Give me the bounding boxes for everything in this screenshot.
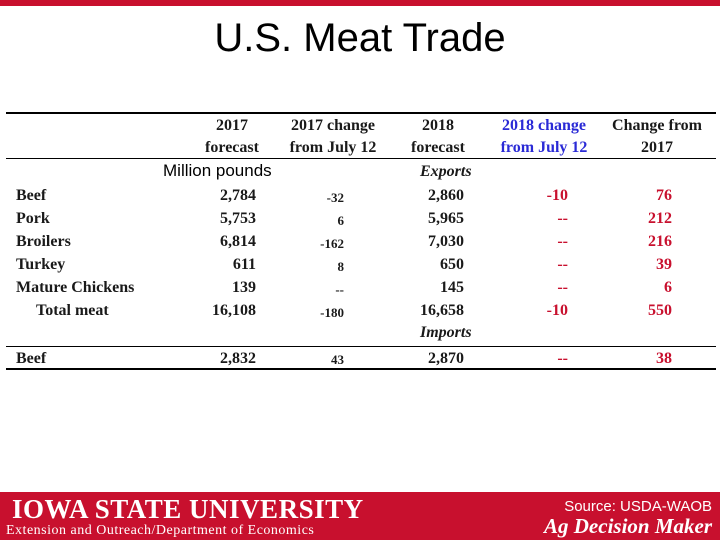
cell-2018-forecast: 145 — [440, 279, 464, 296]
university-logo: IOWA STATE UNIVERSITY — [12, 494, 364, 524]
header-line: 2017 change — [291, 117, 375, 134]
cell-2017-change: -162 — [320, 236, 344, 251]
cell-2018-change: -- — [557, 350, 568, 367]
cell-change-from-2017: 39 — [656, 256, 672, 273]
cell-2018-forecast: 7,030 — [428, 233, 464, 250]
header-2018-change: 2018 change from July 12 — [488, 115, 600, 159]
cell-2017-forecast: 2,784 — [220, 187, 256, 204]
cell-2017-change: 43 — [331, 352, 344, 367]
row-label: Beef — [16, 350, 47, 367]
top-accent-bar — [0, 0, 720, 6]
header-line: Change from — [612, 117, 702, 134]
cell-2018-forecast: 2,860 — [428, 187, 464, 204]
table-bottom-rule — [6, 368, 716, 370]
meat-trade-table: 2017 forecast 2017 change from July 12 2… — [6, 110, 716, 370]
cell-change-from-2017: 216 — [648, 233, 672, 250]
cell-2018-change: -- — [557, 233, 568, 250]
row-label: Pork — [16, 210, 50, 227]
header-line: from July 12 — [500, 139, 588, 156]
cell-change-from-2017: 38 — [656, 350, 672, 367]
imports-rule — [6, 346, 716, 347]
header-line: 2018 — [422, 117, 454, 134]
cell-2018-forecast: 2,870 — [428, 350, 464, 367]
cell-change-from-2017: 6 — [664, 279, 672, 296]
cell-change-from-2017: 550 — [648, 302, 672, 319]
row-label: Total meat — [36, 302, 109, 319]
cell-2017-change: 8 — [337, 259, 345, 274]
department-text: Extension and Outreach/Department of Eco… — [6, 523, 315, 538]
header-2017-forecast: 2017 forecast — [184, 115, 280, 159]
header-line: 2017 — [216, 117, 248, 134]
unit-label: Million pounds — [160, 161, 275, 181]
cell-2018-change: -- — [557, 210, 568, 227]
header-2018-forecast: 2018 forecast — [390, 115, 486, 159]
cell-2017-change: -180 — [320, 305, 344, 320]
cell-2018-change: -- — [557, 256, 568, 273]
row-label: Mature Chickens — [16, 279, 135, 296]
cell-2017-forecast: 2,832 — [220, 350, 256, 367]
cell-change-from-2017: 76 — [656, 187, 672, 204]
section-exports: Exports — [420, 163, 472, 180]
row-label: Turkey — [16, 256, 66, 273]
source-text: Source: USDA-WAOB — [564, 498, 712, 515]
cell-2017-forecast: 5,753 — [220, 210, 256, 227]
header-line: from July 12 — [289, 139, 377, 156]
table-top-rule — [6, 112, 716, 114]
cell-2017-change: 6 — [337, 213, 345, 228]
cell-2017-change: -- — [335, 282, 344, 297]
section-imports: Imports — [420, 324, 472, 341]
header-change-from-2017: Change from 2017 — [602, 115, 712, 159]
header-2017-change: 2017 change from July 12 — [278, 115, 388, 159]
footer-bar: IOWA STATE UNIVERSITY Extension and Outr… — [0, 492, 720, 540]
header-rule — [6, 158, 716, 159]
cell-2018-forecast: 5,965 — [428, 210, 464, 227]
cell-2018-forecast: 650 — [440, 256, 464, 273]
row-label: Beef — [16, 187, 47, 204]
cell-change-from-2017: 212 — [648, 210, 672, 227]
header-line: 2017 — [641, 139, 673, 156]
cell-2017-forecast: 16,108 — [212, 302, 256, 319]
cell-2018-change: -10 — [546, 187, 568, 204]
header-line: 2018 change — [502, 117, 586, 134]
cell-2018-change: -10 — [546, 302, 568, 319]
cell-2017-forecast: 139 — [232, 279, 256, 296]
cell-2017-forecast: 6,814 — [220, 233, 256, 250]
cell-2017-forecast: 611 — [232, 256, 256, 273]
header-line: forecast — [411, 139, 465, 156]
cell-2018-change: -- — [557, 279, 568, 296]
cell-2018-forecast: 16,658 — [420, 302, 464, 319]
brand-logo: Ag Decision Maker — [544, 514, 712, 538]
header-line: forecast — [205, 139, 259, 156]
slide-title: U.S. Meat Trade — [214, 16, 506, 60]
cell-2017-change: -32 — [326, 190, 344, 205]
row-label: Broilers — [16, 233, 71, 250]
